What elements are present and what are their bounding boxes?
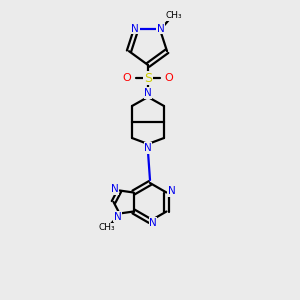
Text: N: N <box>168 187 175 196</box>
Text: N: N <box>111 184 119 194</box>
Text: CH₃: CH₃ <box>165 11 182 20</box>
Text: N: N <box>114 212 122 221</box>
Text: N: N <box>149 218 157 228</box>
Text: N: N <box>144 88 152 98</box>
Text: O: O <box>123 73 131 83</box>
Text: O: O <box>165 73 173 83</box>
Text: N: N <box>131 24 139 34</box>
Text: S: S <box>144 71 152 85</box>
Text: N: N <box>144 143 152 153</box>
Text: CH₃: CH₃ <box>98 223 115 232</box>
Text: N: N <box>157 24 165 34</box>
